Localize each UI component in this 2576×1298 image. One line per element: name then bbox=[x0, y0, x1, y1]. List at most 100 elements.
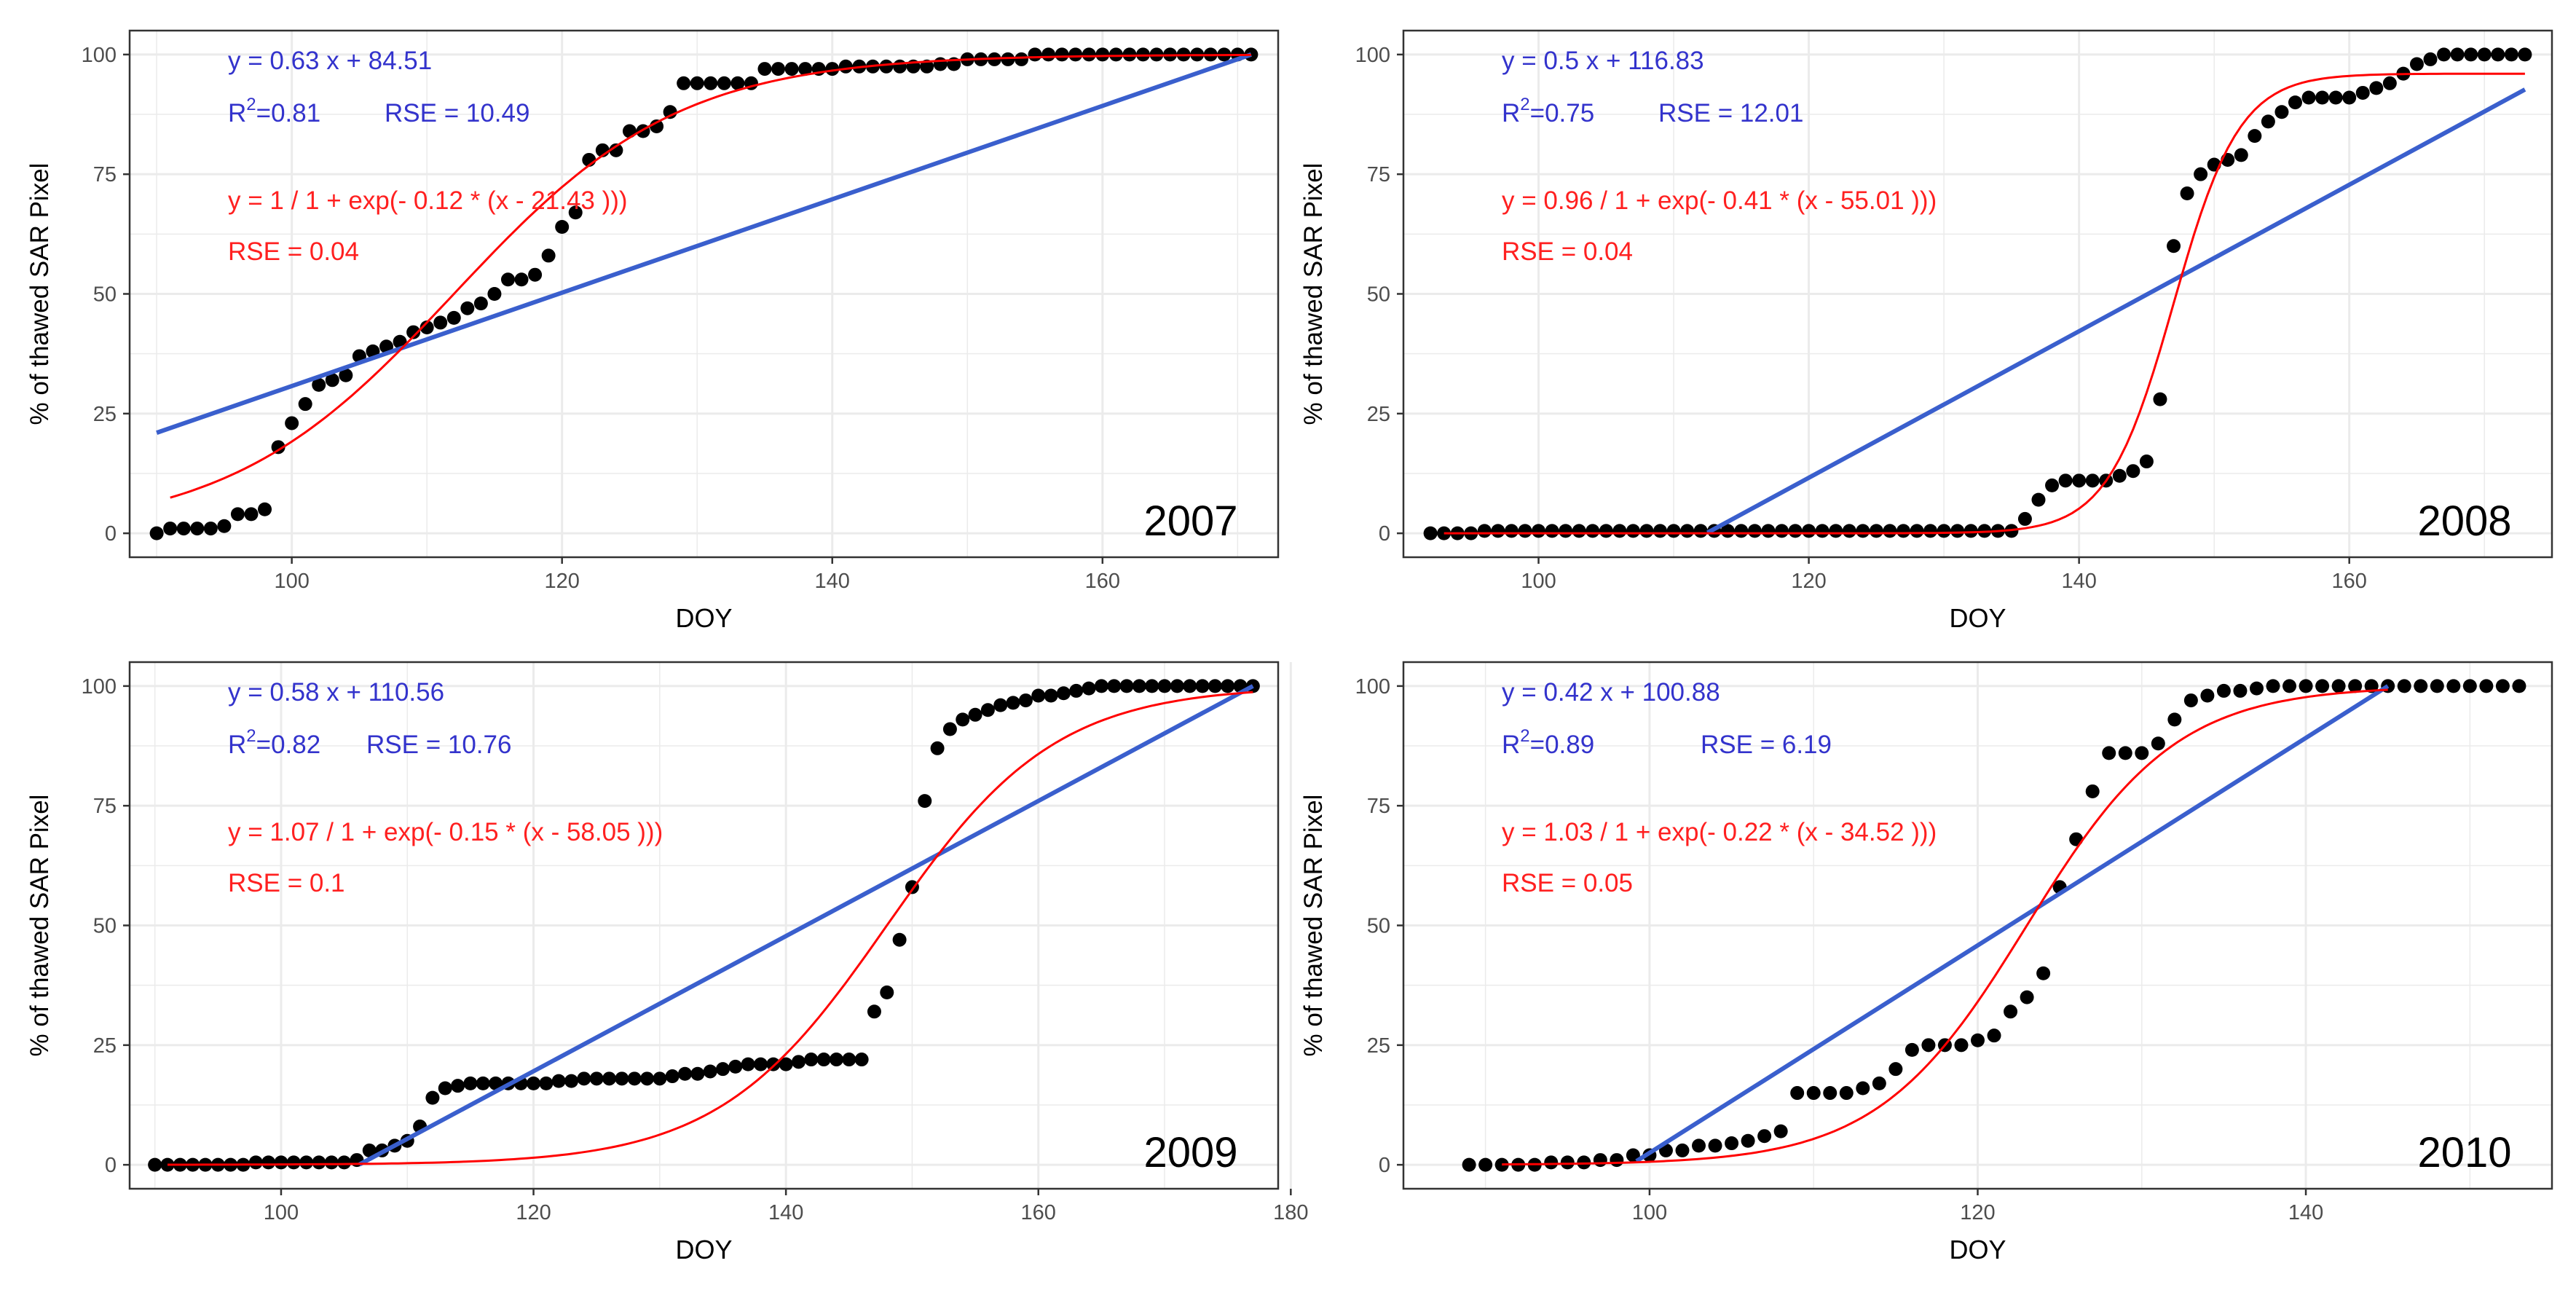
x-tick-label: 120 bbox=[1791, 570, 1826, 593]
data-point bbox=[704, 76, 718, 90]
data-point bbox=[879, 59, 894, 74]
y-tick-label: 100 bbox=[1355, 675, 1390, 699]
data-point bbox=[325, 373, 339, 388]
data-point bbox=[2045, 478, 2060, 492]
data-point bbox=[555, 219, 570, 234]
data-point bbox=[2450, 47, 2465, 62]
data-point bbox=[867, 1004, 881, 1019]
data-point bbox=[2477, 47, 2492, 62]
data-point bbox=[1157, 679, 1172, 693]
data-point bbox=[2464, 47, 2478, 62]
data-point bbox=[312, 377, 326, 392]
data-point bbox=[2135, 746, 2149, 760]
data-point bbox=[433, 315, 448, 330]
data-point bbox=[741, 1057, 755, 1071]
data-point bbox=[1437, 526, 1452, 540]
r-squared-equals: = bbox=[1530, 99, 1545, 127]
linear-rse: RSE = 6.19 bbox=[1701, 731, 1832, 759]
y-tick-label: 25 bbox=[1367, 1034, 1390, 1058]
data-point bbox=[1747, 524, 1762, 538]
data-point bbox=[918, 794, 932, 809]
data-point bbox=[489, 1076, 503, 1090]
data-point bbox=[968, 707, 982, 722]
linear-equation: y = 0.42 x + 100.88 bbox=[1502, 678, 1720, 707]
x-tick-label: 100 bbox=[264, 1201, 299, 1224]
data-point bbox=[1069, 683, 1084, 698]
data-point bbox=[933, 57, 948, 71]
data-point bbox=[1856, 524, 1870, 538]
linear-rse: RSE = 10.76 bbox=[366, 731, 511, 759]
data-point bbox=[1987, 1028, 2001, 1043]
data-point bbox=[993, 698, 1008, 712]
x-tick-label: 160 bbox=[1021, 1201, 1056, 1224]
data-point bbox=[2495, 679, 2510, 693]
data-point bbox=[753, 1057, 768, 1071]
data-point bbox=[248, 1155, 263, 1170]
data-point bbox=[2004, 1004, 2018, 1019]
data-point bbox=[1725, 1136, 1739, 1151]
logistic-equation: y = 0.96 / 1 + exp(- 0.41 * (x - 55.01 )… bbox=[1502, 186, 1937, 215]
r-squared-annotation: R2=0.75 bbox=[1502, 95, 1594, 127]
data-point bbox=[1586, 524, 1600, 538]
data-point bbox=[1014, 52, 1028, 66]
data-point bbox=[2423, 52, 2438, 66]
chart-panel-2009: 100 120 140 160 180 0 25 50 75 100 DOY % of thawed … bbox=[25, 661, 1309, 1264]
logistic-equation: y = 1 / 1 + exp(- 0.12 * (x - 21.43 ))) bbox=[228, 186, 628, 215]
r-squared-annotation: R2=0.81 bbox=[228, 95, 320, 127]
data-point bbox=[2153, 392, 2167, 406]
data-point bbox=[1905, 1042, 1919, 1057]
data-point bbox=[615, 1071, 629, 1086]
data-point bbox=[893, 59, 907, 74]
r-squared-value: 0.82 bbox=[271, 731, 320, 759]
linear-equation: y = 0.58 x + 110.56 bbox=[228, 678, 444, 707]
data-point bbox=[1055, 47, 1069, 62]
x-tick-label: 160 bbox=[2332, 570, 2367, 593]
data-point bbox=[1593, 1153, 1607, 1168]
year-label: 2009 bbox=[1143, 1129, 1237, 1176]
data-point bbox=[2437, 47, 2451, 62]
data-point bbox=[1599, 524, 1613, 538]
r-squared-symbol: R bbox=[228, 731, 246, 759]
data-point bbox=[842, 1053, 856, 1067]
year-label: 2008 bbox=[2417, 497, 2511, 545]
data-point bbox=[425, 1090, 440, 1105]
data-point bbox=[1761, 524, 1776, 538]
data-point bbox=[2446, 679, 2461, 693]
data-point bbox=[1095, 47, 1110, 62]
y-tick-label: 75 bbox=[1367, 163, 1390, 186]
data-point bbox=[2249, 681, 2264, 696]
data-point bbox=[1560, 1155, 1575, 1170]
data-point bbox=[1132, 679, 1146, 693]
data-point bbox=[2266, 679, 2280, 693]
data-point bbox=[930, 741, 945, 755]
data-point bbox=[2233, 683, 2248, 698]
data-point bbox=[2328, 90, 2343, 105]
data-point bbox=[298, 397, 312, 412]
data-point bbox=[728, 1059, 743, 1074]
data-point bbox=[2183, 693, 2198, 708]
data-point bbox=[2369, 81, 2384, 95]
data-point bbox=[2072, 473, 2087, 488]
data-point bbox=[2085, 473, 2100, 488]
data-point bbox=[2167, 712, 2182, 727]
data-point bbox=[261, 1155, 276, 1170]
data-point bbox=[1923, 524, 1938, 538]
y-axis-title: % of thawed SAR Pixel bbox=[1299, 163, 1328, 425]
data-point bbox=[2491, 47, 2505, 62]
data-point bbox=[514, 272, 529, 287]
x-tick-label: 120 bbox=[1960, 1201, 1995, 1224]
data-point bbox=[2036, 966, 2051, 980]
data-point bbox=[1950, 524, 1965, 538]
data-point bbox=[2102, 746, 2116, 760]
data-point bbox=[551, 1074, 566, 1088]
r-squared-value: 0.81 bbox=[271, 99, 320, 127]
data-point bbox=[1680, 524, 1695, 538]
x-tick-label: 160 bbox=[1085, 570, 1120, 593]
data-point bbox=[1494, 1157, 1509, 1172]
data-point bbox=[2382, 76, 2397, 90]
data-point bbox=[1208, 679, 1222, 693]
data-point bbox=[1839, 1086, 1854, 1101]
data-point bbox=[1545, 524, 1559, 538]
data-point bbox=[1462, 1157, 1476, 1172]
x-axis-title: DOY bbox=[675, 1235, 732, 1264]
